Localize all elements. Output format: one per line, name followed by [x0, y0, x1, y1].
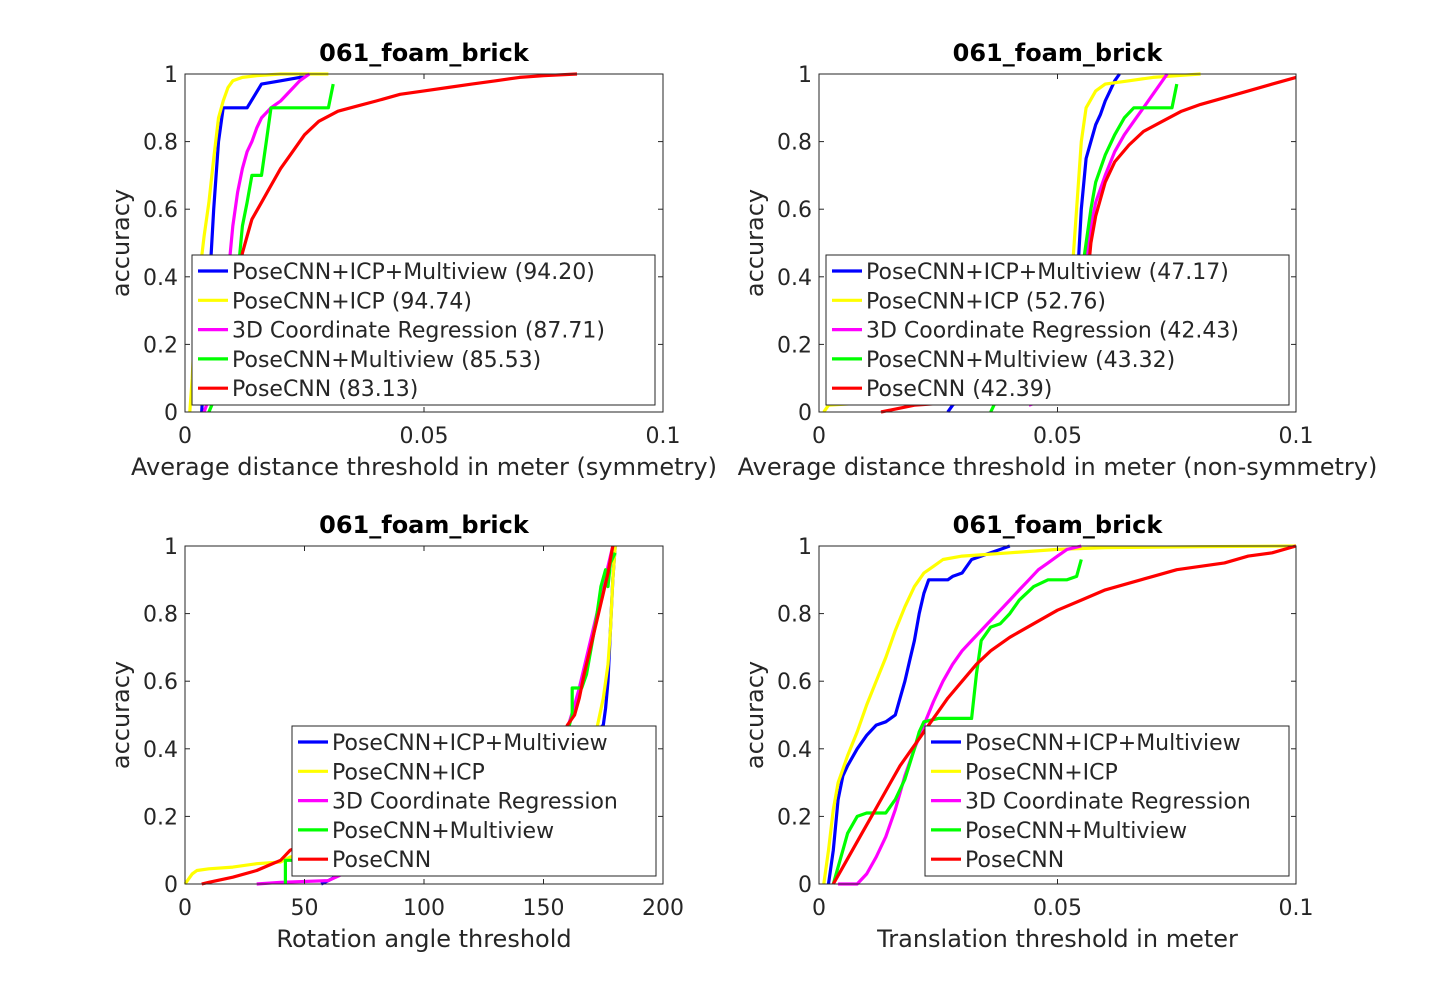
legend-box [191, 254, 656, 406]
series-line-3 [838, 544, 1082, 886]
legend-box [291, 725, 657, 877]
series-line-5 [831, 544, 1297, 885]
legend-entry-2: PoseCNN+ICP (52.76) [866, 289, 1106, 314]
chart-3: 0 50 100 150 200 0 0.2 0.4 0.6 0.8 1 061_foam_brick… [107, 511, 684, 953]
y-tick-label: 0.2 [143, 333, 178, 358]
y-axis-label: accuracy [107, 189, 135, 297]
legend-entry-1: PoseCNN+ICP+Multiview [332, 731, 608, 756]
y-tick-label: 1 [164, 63, 178, 88]
y-axis-label: accuracy [741, 661, 769, 769]
y-tick-label: 0 [164, 873, 178, 898]
legend-entry-2: PoseCNN+ICP [332, 760, 485, 785]
legend-entry-4: PoseCNN+Multiview [965, 819, 1187, 844]
legend-entry-4: PoseCNN+Multiview (85.53) [232, 348, 541, 373]
y-axis-label: accuracy [741, 189, 769, 297]
y-tick-label: 0.2 [777, 333, 812, 358]
legend-entry-1: PoseCNN+ICP+Multiview [965, 731, 1241, 756]
y-tick-label: 1 [798, 535, 812, 560]
y-tick-label: 0.6 [777, 198, 812, 223]
y-tick-label: 0.4 [777, 738, 812, 763]
legend-entry-3: 3D Coordinate Regression [332, 790, 618, 815]
chart-title: 061_foam_brick [953, 39, 1164, 67]
x-axis-label: Average distance threshold in meter (sym… [131, 453, 717, 481]
series-line-1 [826, 544, 1011, 885]
y-tick-label: 0.8 [777, 131, 812, 156]
legend-entry-5: PoseCNN (42.39) [866, 377, 1052, 402]
legend: PoseCNN+ICP+Multiview (94.20) PoseCNN+ICP… [191, 254, 656, 406]
x-tick-label: 0.05 [1033, 424, 1082, 449]
chart-title: 061_foam_brick [953, 511, 1164, 539]
y-tick-label: 1 [164, 535, 178, 560]
chart-4: 0 0.05 0.1 0 0.2 0.4 0.6 0.8 1 061_foam_brick Tran… [741, 511, 1314, 953]
legend-entry-5: PoseCNN [332, 848, 431, 873]
x-tick-label: 100 [403, 896, 445, 921]
legend-entry-4: PoseCNN+Multiview (43.32) [866, 348, 1175, 373]
y-tick-label: 0.6 [143, 670, 178, 695]
legend-entry-4: PoseCNN+Multiview [332, 819, 554, 844]
series-line-4 [831, 559, 1083, 885]
chart-title: 061_foam_brick [319, 39, 530, 67]
x-tick-label: 150 [523, 896, 565, 921]
y-tick-label: 0.2 [143, 805, 178, 830]
y-tick-label: 0.8 [143, 603, 178, 628]
y-tick-label: 0.6 [777, 670, 812, 695]
legend-entry-1: PoseCNN+ICP+Multiview (94.20) [232, 260, 595, 285]
x-tick-label: 0 [178, 424, 192, 449]
legend-entry-2: PoseCNN+ICP [965, 760, 1118, 785]
chart-2: 0 0.05 0.1 0 0.2 0.4 0.6 0.8 1 061_foam_brick Aver… [738, 39, 1378, 481]
x-tick-label: 0.05 [1033, 896, 1082, 921]
legend-entry-3: 3D Coordinate Regression [965, 790, 1251, 815]
y-tick-label: 0.2 [777, 805, 812, 830]
legend-entry-1: PoseCNN+ICP+Multiview (47.17) [866, 260, 1229, 285]
legend-entry-2: PoseCNN+ICP (94.74) [232, 289, 472, 314]
y-tick-label: 0.8 [143, 131, 178, 156]
y-tick-label: 0.4 [777, 266, 812, 291]
y-tick-label: 0 [798, 401, 812, 426]
x-axis-label: Translation threshold in meter [876, 925, 1238, 953]
y-tick-label: 0 [798, 873, 812, 898]
series-line-2 [822, 544, 1297, 885]
x-tick-label: 0 [812, 896, 826, 921]
y-tick-label: 0.6 [143, 198, 178, 223]
x-tick-label: 50 [291, 896, 319, 921]
x-tick-label: 200 [642, 896, 684, 921]
series-line-5 [201, 545, 615, 886]
x-tick-label: 0.1 [1279, 896, 1314, 921]
legend-entry-5: PoseCNN (83.13) [232, 377, 418, 402]
chart-title: 061_foam_brick [319, 511, 530, 539]
y-tick-label: 1 [798, 63, 812, 88]
y-tick-label: 0 [164, 401, 178, 426]
legend: PoseCNN+ICP+Multiview PoseCNN+ICP 3D Coord… [291, 725, 657, 877]
x-tick-label: 0.1 [646, 424, 681, 449]
x-axis-label: Average distance threshold in meter (non… [738, 453, 1378, 481]
x-tick-label: 0 [812, 424, 826, 449]
legend: PoseCNN+ICP+Multiview PoseCNN+ICP 3D Coord… [924, 725, 1290, 877]
legend-box [825, 254, 1290, 406]
x-axis-label: Rotation angle threshold [276, 925, 571, 953]
legend: PoseCNN+ICP+Multiview (47.17) PoseCNN+ICP… [825, 254, 1290, 406]
legend-entry-5: PoseCNN [965, 848, 1064, 873]
x-tick-label: 0 [178, 896, 192, 921]
y-axis-label: accuracy [107, 661, 135, 769]
y-tick-label: 0.8 [777, 603, 812, 628]
series-line-5 [236, 72, 578, 278]
x-tick-label: 0.05 [400, 424, 449, 449]
chart-1: 0 0.05 0.1 0 0.2 0.4 0.6 0.8 1 061_foam_brick Aver… [107, 39, 717, 481]
legend-box [924, 725, 1290, 877]
y-tick-label: 0.4 [143, 738, 178, 763]
legend-entry-3: 3D Coordinate Regression (87.71) [232, 319, 605, 344]
legend-entry-3: 3D Coordinate Regression (42.43) [866, 319, 1239, 344]
y-tick-label: 0.4 [143, 266, 178, 291]
x-tick-label: 0.1 [1279, 424, 1314, 449]
